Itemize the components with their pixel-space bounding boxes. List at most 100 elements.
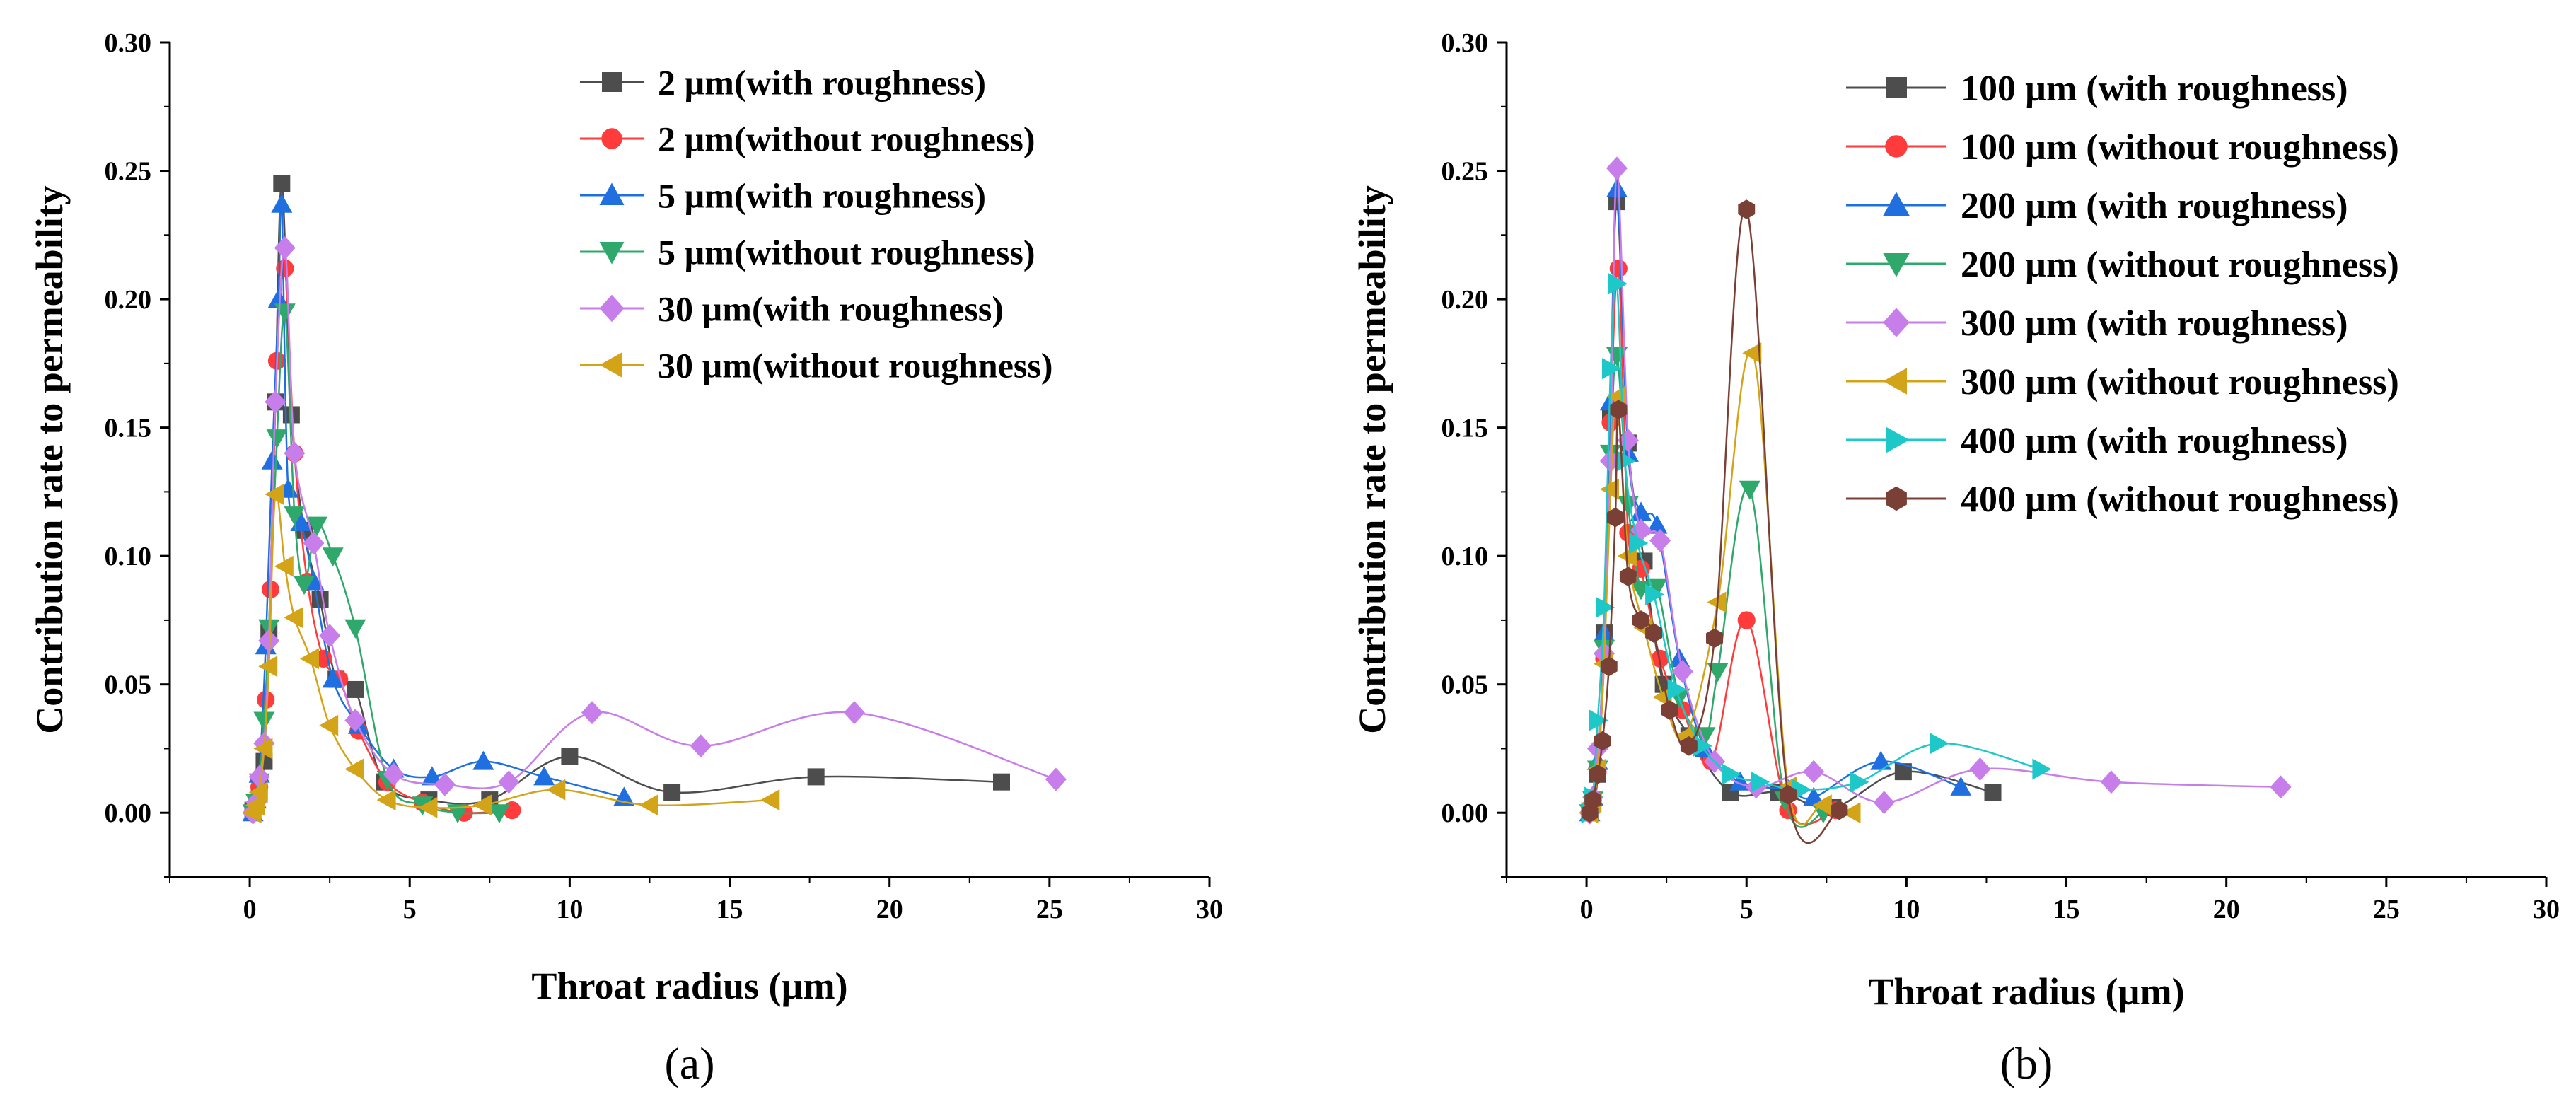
data-point — [344, 758, 364, 780]
series-line — [1589, 200, 1993, 813]
data-point — [1602, 358, 1621, 380]
legend: 100 µm (with roughness) 100 µm (without r… — [1846, 69, 2399, 520]
data-point — [581, 701, 603, 725]
y-tick-label: 0.00 — [1441, 798, 1489, 828]
data-point — [306, 516, 328, 536]
legend-label: 200 µm (with roughness) — [1961, 186, 2348, 226]
legend-label: 400 µm (without roughness) — [1961, 479, 2399, 520]
series-1 — [1581, 193, 2002, 822]
series-line — [252, 491, 772, 813]
data-point — [1841, 802, 1861, 824]
y-tick-label: 0.00 — [105, 798, 152, 828]
y-tick-label: 0.05 — [105, 670, 152, 700]
data-point — [1671, 660, 1693, 683]
data-point — [498, 770, 520, 794]
legend: 2 µm(with roughness) 2 µm(without roughne… — [580, 63, 1053, 385]
y-tick-label: 0.20 — [1441, 285, 1489, 315]
series-2 — [244, 259, 521, 822]
legend-marker — [1883, 308, 1910, 337]
x-tick-label: 25 — [1036, 895, 1063, 924]
y-axis-title: Contribution rate to permeability — [1351, 185, 1393, 733]
legend-marker — [1883, 368, 1907, 395]
data-point — [1606, 507, 1624, 528]
data-point — [1645, 583, 1665, 605]
data-point — [1629, 533, 1649, 554]
x-axis-title: Throat radius (µm) — [1868, 970, 2184, 1013]
data-point — [843, 701, 865, 725]
data-point — [1596, 596, 1615, 618]
data-point — [1870, 750, 1892, 770]
data-point — [1619, 566, 1637, 586]
legend-label: 5 µm(with roughness) — [658, 176, 986, 216]
data-point — [1606, 178, 1628, 197]
y-tick-label: 0.30 — [105, 28, 152, 58]
data-point — [447, 804, 469, 824]
data-point — [300, 648, 319, 670]
y-tick-label: 0.05 — [1441, 670, 1489, 700]
data-point — [284, 441, 306, 465]
y-axis-title: Contribution rate to permeability — [28, 185, 71, 733]
data-point — [663, 784, 681, 801]
legend-marker — [1886, 426, 1910, 453]
data-point — [1646, 514, 1668, 534]
legend-label: 300 µm (without roughness) — [1961, 362, 2399, 402]
data-point — [993, 773, 1010, 791]
data-point — [347, 680, 364, 698]
data-point — [322, 547, 344, 567]
data-point — [284, 607, 303, 629]
legend-marker — [1885, 135, 1908, 158]
data-point — [274, 236, 296, 260]
legend-label: 5 µm(without roughness) — [658, 233, 1035, 272]
series-line — [252, 265, 513, 814]
data-point — [472, 794, 492, 816]
data-point — [1707, 663, 1729, 682]
series-7 — [1581, 273, 2052, 824]
data-point — [1589, 709, 1608, 731]
data-point — [261, 450, 283, 470]
data-point — [319, 714, 339, 736]
y-tick-label: 0.25 — [105, 157, 152, 187]
series-6 — [242, 484, 780, 824]
data-point — [253, 711, 275, 731]
x-tick-label: 0 — [243, 895, 257, 924]
data-point — [1606, 156, 1628, 180]
data-point — [1751, 771, 1770, 793]
data-point — [1630, 501, 1652, 521]
data-point — [421, 766, 443, 786]
data-point — [1646, 578, 1668, 598]
series-line — [252, 196, 625, 813]
data-point — [1812, 794, 1832, 816]
y-tick-label: 0.20 — [105, 285, 152, 315]
data-point — [639, 794, 658, 816]
data-point — [1649, 528, 1671, 552]
data-point — [245, 794, 265, 816]
legend-label: 300 µm (with roughness) — [1961, 303, 2348, 344]
data-point — [1792, 779, 1812, 801]
y-tick-label: 0.10 — [1441, 542, 1489, 571]
legend-label: 30 µm(with roughness) — [658, 289, 1004, 329]
data-point — [472, 750, 494, 770]
data-point — [267, 289, 289, 308]
data-point — [311, 591, 329, 608]
data-point — [1739, 480, 1760, 500]
legend-marker — [599, 352, 622, 378]
data-point — [319, 624, 341, 648]
x-tick-label: 15 — [716, 895, 743, 924]
x-tick-label: 5 — [403, 895, 417, 924]
x-tick-label: 0 — [1580, 895, 1594, 924]
data-point — [1694, 727, 1716, 747]
panel-label: (a) — [664, 1038, 714, 1088]
x-tick-label: 10 — [1893, 895, 1920, 924]
data-point — [344, 619, 366, 639]
data-point — [1632, 610, 1649, 630]
chart-panel-b: 0 5 10 15 20 25 30 0.00 0.05 0.10 0.15 0.20 0.25 0.30… — [1351, 28, 2560, 1088]
x-tick-label: 5 — [1740, 895, 1753, 924]
data-point — [1930, 733, 1949, 755]
data-point — [1850, 771, 1869, 793]
legend-label: 30 µm(without roughness) — [658, 346, 1053, 385]
data-point — [1693, 735, 1712, 757]
data-point — [1722, 763, 1741, 785]
legend-marker — [1886, 77, 1907, 98]
y-tick-label: 0.25 — [1441, 157, 1489, 187]
